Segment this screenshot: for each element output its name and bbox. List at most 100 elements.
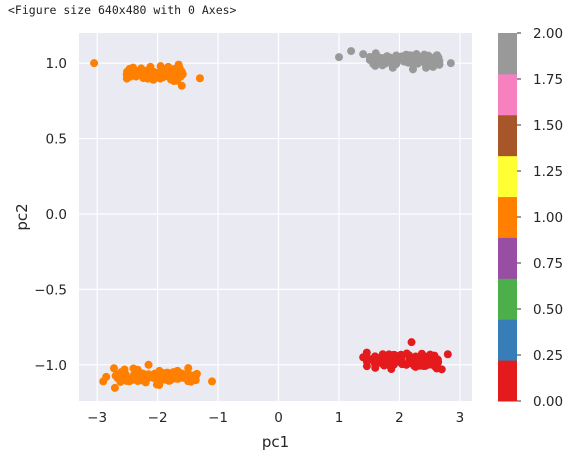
x-tick-label: 2 <box>395 410 404 426</box>
data-point <box>188 375 197 384</box>
data-point <box>423 59 432 68</box>
data-point <box>90 59 99 68</box>
data-point <box>412 50 421 59</box>
data-point <box>131 372 140 381</box>
data-point <box>415 56 424 65</box>
colorbar-tick-label: 2.00 <box>533 26 563 42</box>
x-tick-labels: −3 −2 −1 0 1 2 3 <box>87 410 464 426</box>
data-point <box>407 338 416 347</box>
y-tick-label: 0.5 <box>46 132 67 148</box>
x-tick-label: −2 <box>148 410 168 426</box>
x-tick-label: 1 <box>335 410 344 426</box>
y-tick-label: −0.5 <box>34 282 67 298</box>
data-point <box>157 72 166 81</box>
colorbar-segment <box>498 33 517 75</box>
data-point <box>419 354 428 363</box>
colorbar-tick-label: 1.50 <box>533 118 563 134</box>
data-point <box>116 372 125 381</box>
data-point <box>381 351 390 360</box>
data-point <box>379 359 388 368</box>
data-point <box>372 357 381 366</box>
colorbar-tick-label: 1.25 <box>533 164 563 180</box>
x-axis-label: pc1 <box>262 433 289 451</box>
colorbar-tick-label: 0.25 <box>533 348 563 364</box>
data-point <box>359 50 368 59</box>
data-point <box>155 380 164 389</box>
data-point <box>195 74 204 83</box>
colorbar-segment <box>498 360 517 402</box>
data-point <box>383 52 392 61</box>
x-tick-label: −1 <box>208 410 228 426</box>
data-point <box>334 53 343 62</box>
data-point <box>169 70 178 79</box>
data-point <box>149 373 158 382</box>
data-point <box>443 350 452 359</box>
data-point <box>437 365 446 374</box>
colorbar-tick-label: 1.00 <box>533 210 563 226</box>
colorbar-segment <box>498 155 517 198</box>
colorbar-tick-label: 0.75 <box>533 256 563 272</box>
figure-header: <Figure size 640x480 with 0 Axes> <box>8 3 237 17</box>
data-point <box>412 356 421 365</box>
data-point <box>402 349 411 358</box>
colorbar-tick-label: 1.75 <box>533 72 563 88</box>
data-point <box>362 362 371 371</box>
y-tick-label: 1.0 <box>46 56 67 72</box>
data-point <box>388 57 397 66</box>
data-point <box>176 370 185 379</box>
data-point <box>375 59 384 68</box>
data-point <box>178 69 187 78</box>
data-point <box>446 59 455 68</box>
data-point <box>164 62 173 71</box>
data-point <box>192 369 201 378</box>
data-point <box>122 74 131 83</box>
y-tick-labels: −1.0 −0.5 0.0 0.5 1.0 <box>34 56 67 374</box>
data-point <box>110 383 119 392</box>
data-point <box>167 371 176 380</box>
y-tick-label: 0.0 <box>46 207 67 223</box>
x-tick-label: 3 <box>456 410 465 426</box>
y-tick-label: −1.0 <box>34 358 67 374</box>
colorbar-segment <box>498 196 517 238</box>
data-point <box>129 65 138 74</box>
data-point <box>399 53 408 62</box>
data-point <box>423 53 432 62</box>
colorbar-segment <box>498 319 517 361</box>
data-point <box>208 377 217 386</box>
data-point <box>174 60 183 69</box>
colorbar-segment <box>498 278 517 320</box>
x-tick-label: −3 <box>87 410 107 426</box>
data-point <box>102 372 111 381</box>
data-points <box>90 47 455 392</box>
data-point <box>156 62 165 71</box>
data-point <box>139 373 148 382</box>
colorbar-segment <box>498 114 517 157</box>
data-point <box>433 357 442 366</box>
data-point <box>365 55 374 64</box>
data-point <box>431 53 440 62</box>
data-point <box>140 72 149 81</box>
data-point <box>359 353 368 362</box>
colorbar-tick-labels: 0.00 0.25 0.50 0.75 1.00 1.25 1.50 1.75 2.00 <box>517 26 563 410</box>
data-point <box>149 69 158 78</box>
data-point <box>435 60 444 69</box>
data-point <box>347 47 356 56</box>
y-axis-label: pc2 <box>13 203 31 230</box>
data-point <box>398 359 407 368</box>
colorbar-tick-label: 0.00 <box>533 394 563 410</box>
colorbar <box>498 33 517 402</box>
plot-background <box>79 33 472 401</box>
data-point <box>388 63 397 72</box>
colorbar-tick-label: 0.50 <box>533 302 563 318</box>
data-point <box>109 364 118 373</box>
grid-lines <box>79 33 472 401</box>
colorbar-segment <box>498 73 517 116</box>
data-point <box>177 81 186 90</box>
data-point <box>429 62 438 71</box>
data-point <box>371 363 380 372</box>
data-point <box>144 360 153 369</box>
colorbar-segment <box>498 237 517 279</box>
data-point <box>184 364 193 373</box>
x-tick-label: 0 <box>274 410 283 426</box>
